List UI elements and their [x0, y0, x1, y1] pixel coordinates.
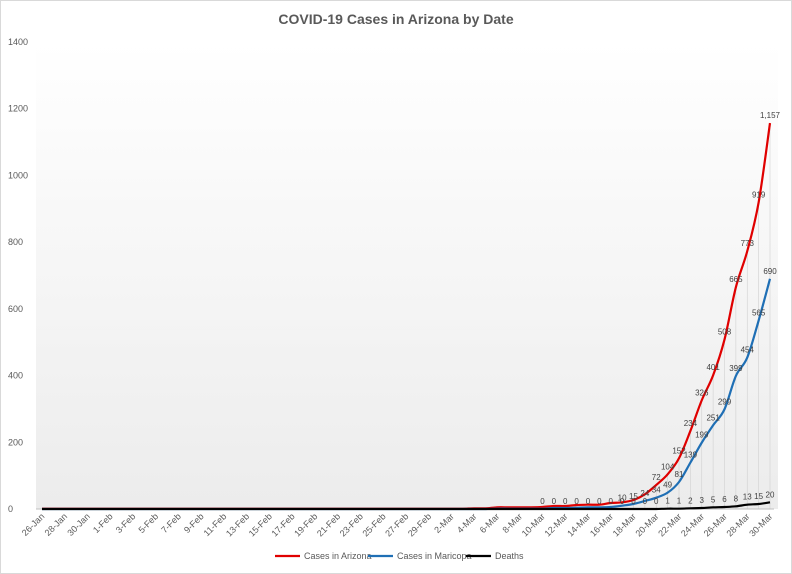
data-label: 508	[718, 328, 732, 337]
y-tick-label: 200	[8, 437, 23, 447]
y-tick-label: 600	[8, 304, 23, 314]
data-label: 1	[677, 497, 682, 506]
data-label: 1,157	[760, 111, 781, 120]
data-label: 81	[675, 470, 684, 479]
data-label: 326	[695, 388, 709, 397]
y-tick-label: 1000	[8, 170, 28, 180]
data-label: 0	[597, 497, 602, 506]
data-label: 5	[711, 495, 716, 504]
data-label: 72	[652, 473, 661, 482]
data-label: 0	[620, 497, 625, 506]
data-label: 1	[665, 497, 670, 506]
series-lines	[41, 122, 772, 511]
legend-label-maricopa: Cases in Maricopa	[397, 551, 472, 561]
y-axis: 0 200 400 600 800 1000 1200 1400	[8, 37, 28, 514]
data-label: 2	[688, 496, 693, 505]
data-label: 665	[729, 275, 743, 284]
data-label: 299	[718, 397, 732, 406]
data-label: 10	[618, 494, 627, 503]
data-label: 0	[563, 497, 568, 506]
y-tick-label: 1200	[8, 104, 28, 114]
data-label: 104	[661, 462, 675, 471]
data-label: 234	[684, 419, 698, 428]
data-label: 3	[700, 496, 705, 505]
data-label: 152	[672, 446, 686, 455]
data-label: 24	[640, 489, 649, 498]
data-label: 8	[734, 494, 739, 503]
data-label: 0	[643, 497, 648, 506]
data-label: 773	[741, 239, 755, 248]
data-label: 0	[574, 497, 579, 506]
data-label: 0	[586, 497, 591, 506]
data-label: 251	[706, 413, 720, 422]
data-label: 0	[552, 497, 557, 506]
data-label: 919	[752, 190, 766, 199]
data-label: 15	[754, 492, 763, 501]
data-label: 401	[706, 363, 720, 372]
legend: Cases in Arizona Cases in Maricopa Death…	[275, 551, 524, 561]
legend-label-arizona: Cases in Arizona	[304, 551, 372, 561]
plot-area	[36, 42, 778, 509]
y-tick-label: 400	[8, 371, 23, 381]
data-label: 20	[766, 490, 775, 499]
data-label: 15	[629, 492, 638, 501]
data-label: 399	[729, 364, 743, 373]
data-label: 34	[652, 486, 661, 495]
data-label: 690	[763, 267, 777, 276]
y-tick-label: 800	[8, 237, 23, 247]
data-label: 454	[741, 346, 755, 355]
data-label: 49	[663, 481, 672, 490]
y-tick-label: 0	[8, 504, 13, 514]
data-label: 13	[743, 493, 752, 502]
chart-title: COVID-19 Cases in Arizona by Date	[278, 11, 513, 27]
series-line-2	[41, 501, 771, 511]
legend-label-deaths: Deaths	[495, 551, 524, 561]
data-label: 565	[752, 309, 766, 318]
drop-lines	[633, 123, 771, 509]
data-label: 0	[631, 497, 636, 506]
data-label: 199	[695, 431, 709, 440]
data-label: 0	[654, 497, 659, 506]
data-label: 6	[722, 495, 727, 504]
y-tick-label: 1400	[8, 37, 28, 47]
data-label: 139	[684, 451, 698, 460]
data-label: 0	[540, 497, 545, 506]
data-label: 0	[609, 497, 614, 506]
